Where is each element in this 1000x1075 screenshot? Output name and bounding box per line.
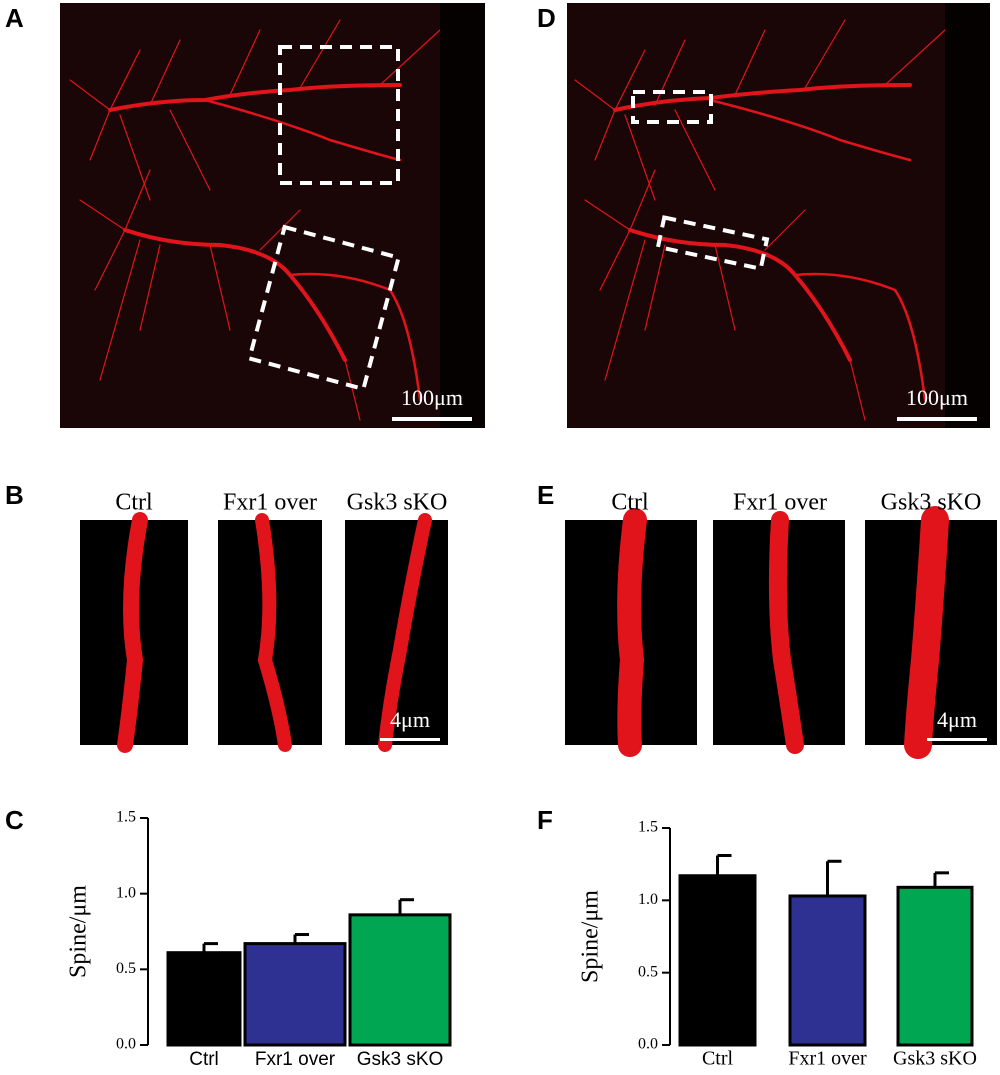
y-tick-label: 0.5 [116,960,136,977]
y-tick-label: 0.5 [638,963,658,980]
y-tick-label: 0.0 [116,1036,136,1053]
scale-label: 4μm [390,707,430,732]
bar [678,874,757,1047]
panel-a-image: 100μm [60,3,485,428]
image-caption: Gsk3 sKO [347,490,448,516]
bar [348,913,452,1047]
x-tick-label: Fxr1 over [788,1048,867,1070]
bar [243,942,347,1047]
bar [788,894,867,1047]
scale-label: 100μm [401,385,463,410]
y-axis-label: Spine/μm [66,885,92,978]
image-caption: Gsk3 sKO [881,490,982,516]
x-tick-label: Gsk3 sKO [357,1049,444,1070]
bar [166,951,242,1047]
panel-label: C [5,805,24,835]
panel-e-images: 4μm [565,506,997,759]
panel-label: E [537,480,554,510]
scale-label: 100μm [906,385,968,410]
panel-label: D [537,3,556,33]
panel-label: F [537,805,553,835]
panel-label: A [5,3,24,33]
image-caption: Fxr1 over [733,490,827,516]
image-caption: Fxr1 over [223,490,317,516]
x-tick-label: Fxr1 over [255,1049,336,1070]
y-tick-label: 1.5 [116,809,136,826]
y-tick-label: 1.0 [638,891,658,908]
y-tick-label: 1.0 [116,884,136,901]
scale-label: 4μm [937,707,977,732]
x-tick-label: Gsk3 sKO [893,1048,977,1070]
bar [896,885,974,1047]
y-axis-label: Spine/μm [578,890,604,983]
x-tick-label: Ctrl [702,1048,734,1070]
panel-d-image: 100μm [567,3,990,428]
image-caption: Ctrl [115,490,153,516]
image-caption: Ctrl [611,490,649,516]
panel-label: B [5,480,24,510]
x-tick-label: Ctrl [189,1049,219,1070]
y-tick-label: 0.0 [638,1036,658,1053]
y-tick-label: 1.5 [638,819,658,836]
panel-b-images: 4μm [80,512,448,753]
